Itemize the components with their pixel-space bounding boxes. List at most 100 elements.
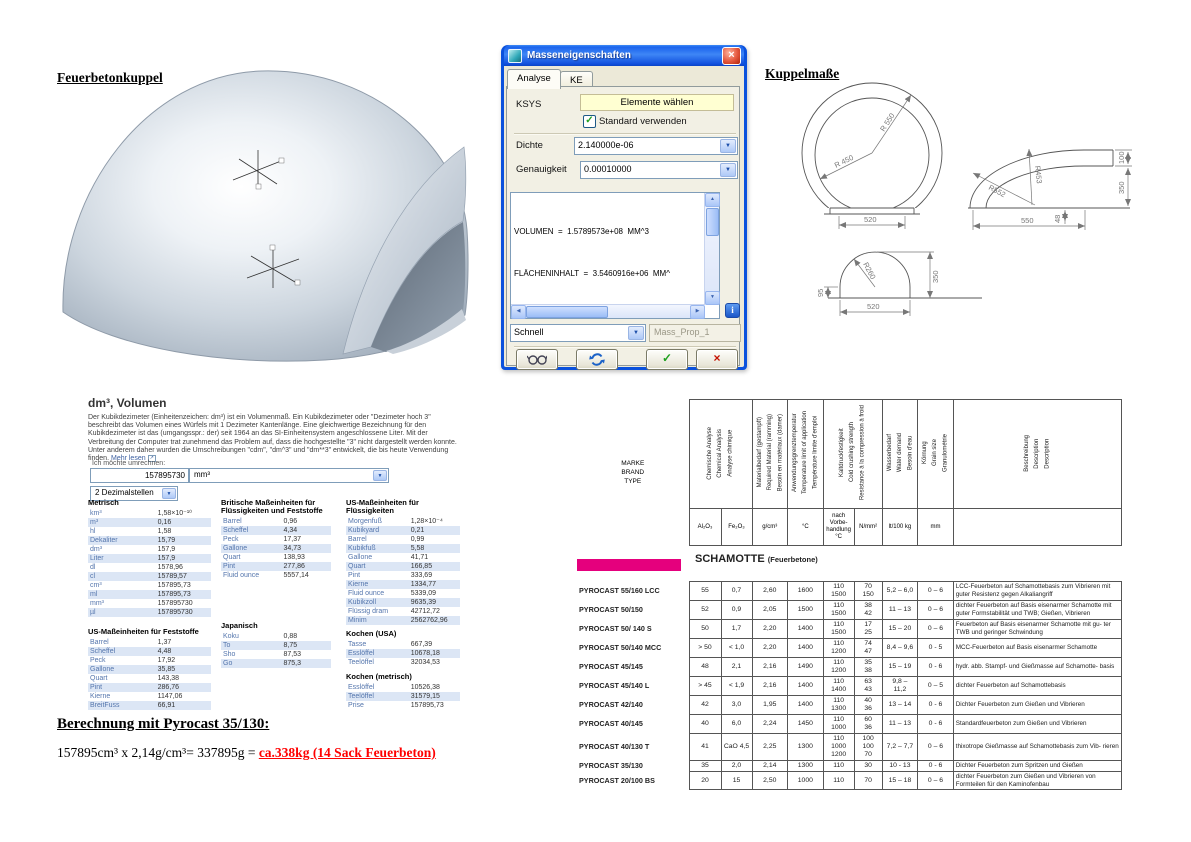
- schamotte-band-row: SCHAMOTTE (Feuerbetone): [577, 546, 1121, 582]
- unit-link[interactable]: m³: [90, 519, 99, 526]
- decimals-select[interactable]: 2 Dezimalstellen ▼: [90, 486, 178, 501]
- cell-grain: 0 – 6: [917, 770, 954, 791]
- cell-al2o3: 50: [688, 619, 722, 639]
- unit-link[interactable]: Kierne: [348, 581, 369, 588]
- scroll-left-icon[interactable]: ◀: [511, 305, 526, 319]
- unit-link[interactable]: km³: [90, 510, 102, 517]
- unit-link[interactable]: Scheffel: [90, 648, 116, 655]
- amount-input[interactable]: 157895730: [90, 468, 189, 483]
- tab-analyse[interactable]: Analyse: [507, 69, 561, 89]
- conversion-row: Go 875,3: [221, 659, 331, 668]
- ok-button[interactable]: ✓: [646, 349, 688, 370]
- dome-heading: Feuerbetonkuppel: [57, 70, 163, 85]
- csys-marker-top: [232, 150, 285, 190]
- unit-link[interactable]: Esslöffel: [348, 684, 375, 691]
- unit-link[interactable]: Dekaliter: [90, 537, 118, 544]
- unit-link[interactable]: Peck: [90, 657, 106, 664]
- results-listbox[interactable]: VOLUMEN = 1.5789573e+08 MM^3 FLÄCHENINHA…: [510, 192, 720, 319]
- unit-link[interactable]: Fluid ounce: [223, 572, 260, 579]
- preview-button[interactable]: [516, 349, 558, 370]
- unit-link[interactable]: Scheffel: [223, 527, 249, 534]
- chevron-down-icon[interactable]: ▼: [373, 470, 387, 481]
- cell-description: Dichter Feuerbeton zum Spritzen und Gieß…: [952, 760, 1122, 772]
- conversion-row: Kubikzoll 9635,39: [346, 598, 460, 607]
- svg-text:48: 48: [1053, 215, 1062, 223]
- unit-link[interactable]: Pint: [223, 563, 236, 570]
- unit-link[interactable]: Esslöffel: [348, 650, 375, 657]
- unit-link[interactable]: mm³: [90, 600, 104, 607]
- unit-link[interactable]: hl: [90, 528, 96, 535]
- header-material-demand: Materialbedarf (gestampft) Required Mate…: [751, 399, 789, 509]
- scroll-thumb[interactable]: [706, 208, 719, 236]
- standard-checkbox[interactable]: ✓: [583, 115, 596, 128]
- unit-link[interactable]: Gallone: [223, 545, 248, 552]
- scroll-thumb[interactable]: [526, 306, 608, 318]
- unit-link[interactable]: Flüssig dram: [348, 608, 389, 615]
- unit-link[interactable]: Go: [223, 660, 233, 667]
- cell-grain: 0 - 5: [917, 638, 954, 658]
- close-icon[interactable]: ×: [722, 47, 741, 65]
- unit-link[interactable]: Barrel: [90, 639, 109, 646]
- unit-link[interactable]: Quart: [223, 554, 241, 561]
- mode-combobox[interactable]: Schnell ▼: [510, 324, 646, 342]
- unit-link[interactable]: Peck: [223, 536, 239, 543]
- cell-water: 11 – 13: [881, 600, 919, 620]
- unit-link[interactable]: Quart: [348, 563, 366, 570]
- conversion-tables: Metrisch km³ 1,58×10⁻¹⁰ m³ 0,16: [88, 499, 488, 710]
- ksys-field[interactable]: Elemente wählen: [580, 94, 734, 111]
- horizontal-scrollbar[interactable]: ◀ ▶: [511, 304, 705, 319]
- unit-link[interactable]: Liter: [90, 555, 104, 562]
- unit-link[interactable]: Gallone: [90, 666, 115, 673]
- cell-density: 2,60: [751, 581, 789, 601]
- unit-link[interactable]: dm³: [90, 546, 103, 553]
- unit-link[interactable]: Gallone: [348, 554, 373, 561]
- scroll-up-icon[interactable]: ▲: [705, 193, 720, 207]
- scroll-down-icon[interactable]: ▼: [705, 291, 720, 305]
- app-icon: [508, 48, 522, 63]
- unit-link[interactable]: cl: [90, 573, 96, 580]
- cancel-button[interactable]: ×: [696, 349, 738, 370]
- unit-link[interactable]: µl: [90, 609, 96, 616]
- unit-link[interactable]: Minim: [348, 617, 367, 624]
- unit-link[interactable]: dl: [90, 564, 96, 571]
- info-icon[interactable]: i: [725, 303, 740, 318]
- chevron-down-icon[interactable]: ▼: [720, 139, 736, 153]
- unit-value: 157,9: [157, 546, 176, 553]
- chevron-down-icon[interactable]: ▼: [628, 326, 644, 340]
- refresh-button[interactable]: [576, 349, 618, 370]
- unit-select[interactable]: mm³ ▼: [189, 468, 389, 483]
- unit-link[interactable]: Kubikyard: [348, 527, 380, 534]
- unit-link[interactable]: Koku: [223, 633, 239, 640]
- unit-link[interactable]: Pint: [90, 684, 103, 691]
- chevron-down-icon[interactable]: ▼: [720, 163, 736, 177]
- unit-link[interactable]: Barrel: [348, 536, 367, 543]
- unit-link[interactable]: BreitFuss: [90, 702, 120, 709]
- standard-checkbox-label: Standard verwenden: [599, 116, 687, 127]
- unit-link[interactable]: Barrel: [223, 518, 242, 525]
- unit-link[interactable]: To: [223, 642, 231, 649]
- dialog-titlebar[interactable]: Masseneigenschaften ×: [504, 45, 744, 66]
- dichte-combobox[interactable]: 2.140000e-06 ▼: [574, 137, 738, 155]
- unit-link[interactable]: Kubikfuß: [348, 545, 376, 552]
- unit-link[interactable]: Teelöffel: [348, 693, 374, 700]
- cell-fe2o3: 0,9: [720, 600, 753, 620]
- unit-link[interactable]: cm³: [90, 582, 102, 589]
- unit-link[interactable]: Quart: [90, 675, 108, 682]
- genauigkeit-combobox[interactable]: 0.00010000 ▼: [580, 161, 738, 179]
- vertical-scrollbar[interactable]: ▲ ▼: [704, 193, 720, 305]
- unit-link[interactable]: Sho: [223, 651, 236, 658]
- scroll-right-icon[interactable]: ▶: [690, 305, 705, 319]
- unit-link[interactable]: Prise: [348, 702, 364, 709]
- product-name: PYROCAST 20/100 BS: [579, 775, 655, 785]
- unit-link[interactable]: Tasse: [348, 641, 367, 648]
- unit-value: 277,86: [283, 563, 305, 570]
- unit-link[interactable]: Kierne: [90, 693, 111, 700]
- unit-link[interactable]: Teelöffel: [348, 659, 374, 666]
- chevron-down-icon[interactable]: ▼: [162, 488, 176, 499]
- unit-link[interactable]: Kubikzoll: [348, 599, 377, 606]
- unit-link[interactable]: Pint: [348, 572, 361, 579]
- unit-link[interactable]: ml: [90, 591, 98, 598]
- unit-link[interactable]: Morgenfuß: [348, 518, 382, 525]
- more-link[interactable]: Mehr lesen: [110, 455, 146, 463]
- unit-link[interactable]: Fluid ounce: [348, 590, 385, 597]
